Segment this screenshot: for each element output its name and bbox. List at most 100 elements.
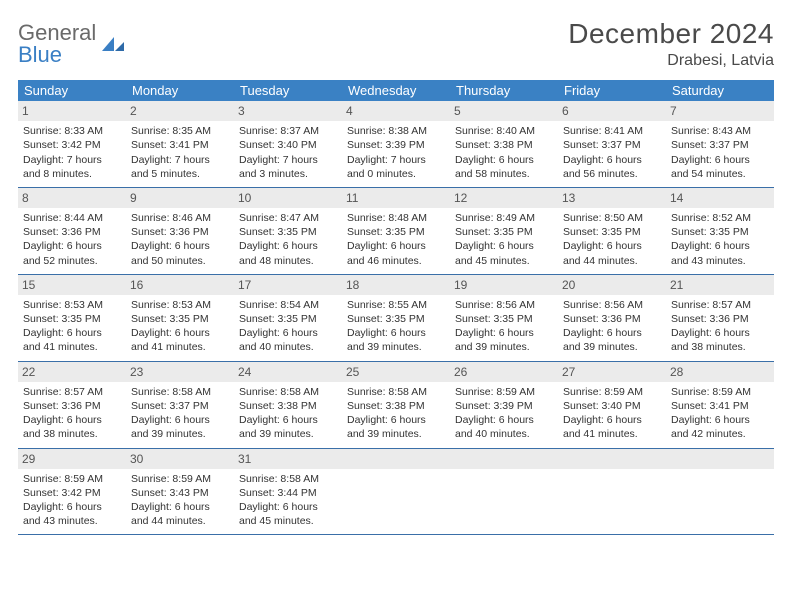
- sunrise-text: Sunrise: 8:47 AM: [239, 211, 337, 225]
- day-cell: 16Sunrise: 8:53 AMSunset: 3:35 PMDayligh…: [126, 275, 234, 361]
- day-cell: 10Sunrise: 8:47 AMSunset: 3:35 PMDayligh…: [234, 188, 342, 274]
- weekday-cell: Thursday: [450, 80, 558, 101]
- daylight-text: Daylight: 7 hours: [131, 153, 229, 167]
- daylight-text: Daylight: 6 hours: [671, 326, 769, 340]
- sunset-text: Sunset: 3:37 PM: [131, 399, 229, 413]
- daylight-text: Daylight: 6 hours: [23, 239, 121, 253]
- day-cell: 9Sunrise: 8:46 AMSunset: 3:36 PMDaylight…: [126, 188, 234, 274]
- sunset-text: Sunset: 3:36 PM: [23, 225, 121, 239]
- day-cell: 29Sunrise: 8:59 AMSunset: 3:42 PMDayligh…: [18, 449, 126, 535]
- calendar-body: 1Sunrise: 8:33 AMSunset: 3:42 PMDaylight…: [18, 101, 774, 535]
- weekday-cell: Sunday: [18, 80, 126, 101]
- day-number: 10: [234, 188, 342, 208]
- day-number: 25: [342, 362, 450, 382]
- daylight-text: Daylight: 7 hours: [23, 153, 121, 167]
- daylight-text: Daylight: 6 hours: [455, 326, 553, 340]
- brand-word-1: General: [18, 22, 96, 44]
- daylight-text: Daylight: 6 hours: [563, 239, 661, 253]
- daylight-text: and 39 minutes.: [239, 427, 337, 441]
- daylight-text: and 54 minutes.: [671, 167, 769, 181]
- day-number: 12: [450, 188, 558, 208]
- day-number: 30: [126, 449, 234, 469]
- sunrise-text: Sunrise: 8:44 AM: [23, 211, 121, 225]
- month-title: December 2024: [568, 18, 774, 50]
- daylight-text: Daylight: 6 hours: [131, 500, 229, 514]
- week-row: 22Sunrise: 8:57 AMSunset: 3:36 PMDayligh…: [18, 362, 774, 449]
- daylight-text: and 45 minutes.: [239, 514, 337, 528]
- day-number: 17: [234, 275, 342, 295]
- sunrise-text: Sunrise: 8:43 AM: [671, 124, 769, 138]
- sunrise-text: Sunrise: 8:35 AM: [131, 124, 229, 138]
- sunrise-text: Sunrise: 8:55 AM: [347, 298, 445, 312]
- weekday-cell: Wednesday: [342, 80, 450, 101]
- brand-word-2: Blue: [18, 44, 96, 66]
- sunset-text: Sunset: 3:41 PM: [671, 399, 769, 413]
- daylight-text: Daylight: 6 hours: [23, 413, 121, 427]
- sunrise-text: Sunrise: 8:56 AM: [455, 298, 553, 312]
- sunrise-text: Sunrise: 8:58 AM: [131, 385, 229, 399]
- sunrise-text: Sunrise: 8:58 AM: [239, 472, 337, 486]
- day-cell: .: [450, 449, 558, 535]
- day-cell: .: [558, 449, 666, 535]
- daylight-text: Daylight: 6 hours: [347, 413, 445, 427]
- sunset-text: Sunset: 3:39 PM: [347, 138, 445, 152]
- sunset-text: Sunset: 3:38 PM: [455, 138, 553, 152]
- sunrise-text: Sunrise: 8:41 AM: [563, 124, 661, 138]
- sunset-text: Sunset: 3:35 PM: [563, 225, 661, 239]
- daylight-text: and 56 minutes.: [563, 167, 661, 181]
- sunrise-text: Sunrise: 8:58 AM: [239, 385, 337, 399]
- day-number: .: [450, 449, 558, 469]
- daylight-text: and 38 minutes.: [671, 340, 769, 354]
- sunset-text: Sunset: 3:35 PM: [455, 312, 553, 326]
- sunset-text: Sunset: 3:40 PM: [239, 138, 337, 152]
- daylight-text: Daylight: 6 hours: [347, 239, 445, 253]
- day-number: 1: [18, 101, 126, 121]
- week-row: 1Sunrise: 8:33 AMSunset: 3:42 PMDaylight…: [18, 101, 774, 188]
- day-cell: 26Sunrise: 8:59 AMSunset: 3:39 PMDayligh…: [450, 362, 558, 448]
- day-cell: 24Sunrise: 8:58 AMSunset: 3:38 PMDayligh…: [234, 362, 342, 448]
- day-number: 5: [450, 101, 558, 121]
- sunrise-text: Sunrise: 8:50 AM: [563, 211, 661, 225]
- sunset-text: Sunset: 3:35 PM: [239, 312, 337, 326]
- sunrise-text: Sunrise: 8:49 AM: [455, 211, 553, 225]
- day-number: 2: [126, 101, 234, 121]
- day-number: 29: [18, 449, 126, 469]
- sunrise-text: Sunrise: 8:53 AM: [131, 298, 229, 312]
- day-cell: 5Sunrise: 8:40 AMSunset: 3:38 PMDaylight…: [450, 101, 558, 187]
- sunrise-text: Sunrise: 8:38 AM: [347, 124, 445, 138]
- sail-icon: [100, 35, 126, 53]
- location-label: Drabesi, Latvia: [568, 52, 774, 70]
- daylight-text: Daylight: 6 hours: [239, 413, 337, 427]
- daylight-text: Daylight: 6 hours: [239, 500, 337, 514]
- day-cell: 2 Sunrise: 8:35 AMSunset: 3:41 PMDaylight…: [126, 101, 234, 187]
- sunset-text: Sunset: 3:35 PM: [131, 312, 229, 326]
- sunrise-text: Sunrise: 8:46 AM: [131, 211, 229, 225]
- sunset-text: Sunset: 3:40 PM: [563, 399, 661, 413]
- daylight-text: and 45 minutes.: [455, 254, 553, 268]
- daylight-text: and 41 minutes.: [131, 340, 229, 354]
- day-number: 8: [18, 188, 126, 208]
- sunset-text: Sunset: 3:41 PM: [131, 138, 229, 152]
- day-number: 20: [558, 275, 666, 295]
- sunrise-text: Sunrise: 8:59 AM: [131, 472, 229, 486]
- daylight-text: and 5 minutes.: [131, 167, 229, 181]
- day-number: 31: [234, 449, 342, 469]
- daylight-text: Daylight: 6 hours: [563, 153, 661, 167]
- day-cell: 8 Sunrise: 8:44 AMSunset: 3:36 PMDaylight…: [18, 188, 126, 274]
- daylight-text: and 41 minutes.: [23, 340, 121, 354]
- sunset-text: Sunset: 3:35 PM: [23, 312, 121, 326]
- weekday-cell: Friday: [558, 80, 666, 101]
- daylight-text: Daylight: 7 hours: [239, 153, 337, 167]
- day-number: 9: [126, 188, 234, 208]
- day-number: 3: [234, 101, 342, 121]
- daylight-text: and 44 minutes.: [563, 254, 661, 268]
- day-cell: .: [666, 449, 774, 535]
- daylight-text: Daylight: 6 hours: [23, 500, 121, 514]
- sunset-text: Sunset: 3:36 PM: [23, 399, 121, 413]
- sunrise-text: Sunrise: 8:58 AM: [347, 385, 445, 399]
- sunset-text: Sunset: 3:35 PM: [347, 225, 445, 239]
- sunset-text: Sunset: 3:44 PM: [239, 486, 337, 500]
- sunrise-text: Sunrise: 8:33 AM: [23, 124, 121, 138]
- day-cell: 12Sunrise: 8:49 AMSunset: 3:35 PMDayligh…: [450, 188, 558, 274]
- weekday-cell: Tuesday: [234, 80, 342, 101]
